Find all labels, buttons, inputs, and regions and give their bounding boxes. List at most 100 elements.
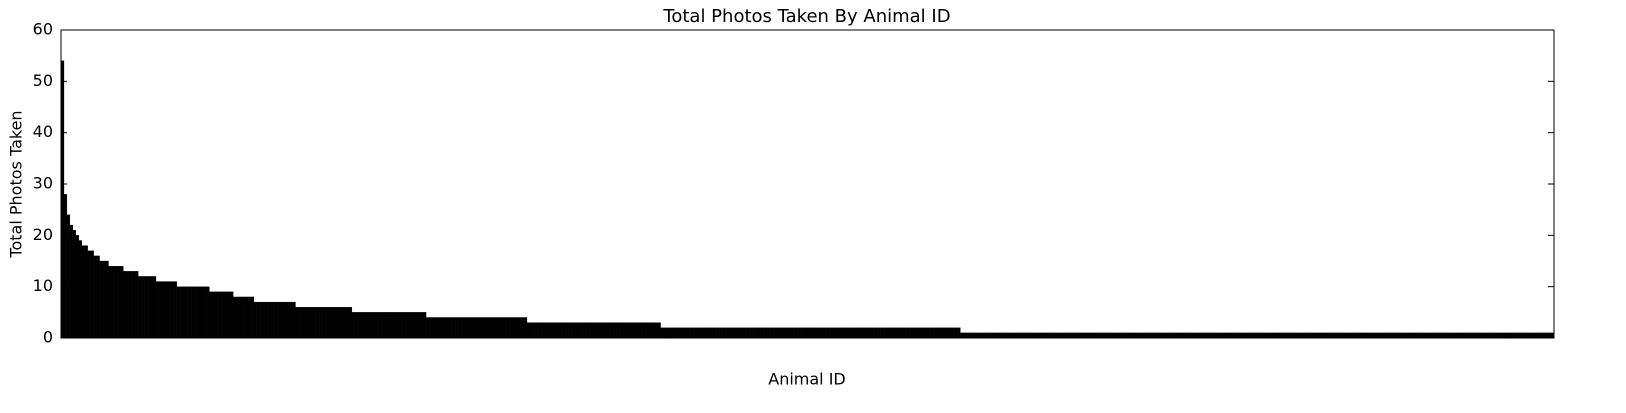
bar — [1539, 332, 1543, 339]
bar — [330, 307, 335, 339]
bar — [173, 281, 177, 339]
bar — [1541, 332, 1546, 339]
bar — [520, 317, 525, 339]
bar — [1449, 332, 1454, 339]
bar — [218, 291, 222, 339]
bar — [972, 332, 976, 339]
bar — [512, 317, 516, 339]
bar — [476, 317, 480, 339]
bar — [957, 327, 961, 339]
y-axis-title: Total Photos Taken — [7, 110, 26, 258]
bar — [1372, 332, 1377, 339]
bar — [72, 230, 76, 339]
bar — [1206, 332, 1210, 339]
bar — [966, 332, 970, 339]
bar — [414, 312, 418, 339]
bar — [886, 327, 890, 339]
bar — [891, 327, 896, 339]
bar — [586, 322, 590, 339]
bar — [1257, 332, 1261, 339]
bar — [327, 307, 332, 339]
bar — [1476, 332, 1480, 339]
bar — [532, 322, 537, 339]
bar — [206, 286, 210, 339]
bar — [900, 327, 905, 339]
bar — [1239, 332, 1243, 339]
bar — [684, 327, 688, 339]
bar — [764, 327, 768, 339]
bar — [1114, 332, 1118, 339]
bar — [1165, 332, 1169, 339]
bar — [942, 327, 946, 339]
bar — [1010, 332, 1014, 339]
bar — [393, 312, 397, 339]
bar — [467, 317, 471, 339]
bar — [651, 322, 655, 339]
bar — [1441, 332, 1445, 339]
bar — [826, 327, 830, 339]
y-tick-label: 0 — [43, 328, 53, 347]
bar — [1197, 332, 1201, 339]
bar — [1313, 332, 1317, 339]
bar — [354, 312, 358, 339]
bar — [808, 327, 813, 339]
bar — [1138, 332, 1142, 339]
bar — [737, 327, 741, 339]
bar — [1461, 332, 1466, 339]
bar — [464, 317, 468, 339]
bar — [868, 327, 872, 339]
bar — [805, 327, 810, 339]
bar — [1105, 332, 1109, 339]
bar — [963, 332, 967, 339]
bar — [473, 317, 477, 339]
bar — [399, 312, 403, 339]
bar — [627, 322, 632, 339]
bar — [1337, 332, 1341, 339]
bar — [909, 327, 914, 339]
bar — [589, 322, 593, 339]
bar — [624, 322, 629, 339]
bar — [111, 265, 115, 339]
bar — [1366, 332, 1371, 339]
bar — [1064, 332, 1068, 339]
bar — [114, 265, 118, 339]
bar — [580, 322, 584, 339]
bar — [710, 327, 715, 339]
bar — [618, 322, 623, 339]
bar — [259, 301, 263, 339]
bar — [975, 332, 979, 339]
bar — [1019, 332, 1023, 339]
bar — [989, 332, 994, 339]
bar — [1363, 332, 1368, 339]
bar — [1518, 332, 1522, 339]
bar — [704, 327, 709, 339]
bar — [509, 317, 513, 339]
bar — [728, 327, 732, 339]
bar — [120, 265, 124, 339]
bar — [500, 317, 504, 339]
bar — [1179, 332, 1184, 339]
bar — [719, 327, 724, 339]
bar — [363, 312, 367, 339]
bar — [307, 307, 311, 339]
bar — [894, 327, 899, 339]
bar — [856, 327, 860, 339]
bar — [645, 322, 649, 339]
bar — [1001, 332, 1006, 339]
bar — [1224, 332, 1228, 339]
bar — [179, 286, 183, 339]
bar — [986, 332, 991, 339]
bar — [455, 317, 459, 339]
bar — [1132, 332, 1136, 339]
bar — [1319, 332, 1323, 339]
bar — [446, 317, 450, 339]
bar — [832, 327, 836, 339]
bar — [1521, 332, 1525, 339]
bar — [734, 327, 738, 339]
bar — [235, 296, 240, 339]
bar — [381, 312, 385, 339]
bar — [1221, 332, 1225, 339]
bar — [595, 322, 599, 339]
bar — [87, 250, 91, 339]
bar — [556, 322, 560, 339]
